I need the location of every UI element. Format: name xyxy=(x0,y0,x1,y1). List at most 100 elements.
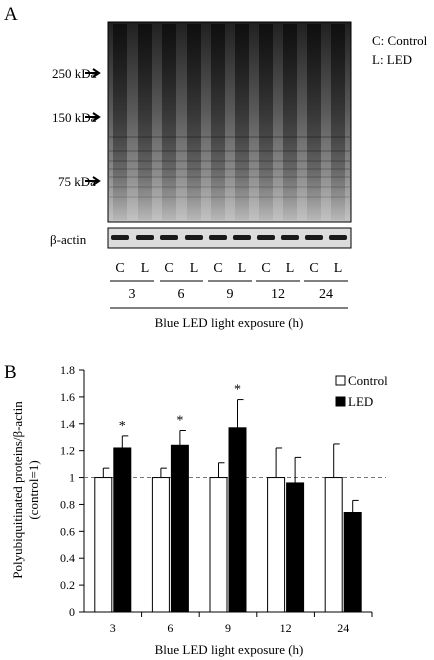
legend-control-label: Control xyxy=(348,373,388,388)
lane-label: L xyxy=(286,261,295,276)
legend-control-text: C: Control xyxy=(372,33,428,48)
actin-band xyxy=(209,235,227,240)
blot-lane-streak xyxy=(138,24,152,220)
actin-membrane xyxy=(107,227,352,249)
bar-led xyxy=(228,427,247,613)
y-tick-label: 0.2 xyxy=(60,578,75,592)
lane-streaks xyxy=(113,24,345,220)
bar-control xyxy=(151,477,170,613)
marker-150-arrow-icon xyxy=(85,112,101,122)
bar-control xyxy=(209,477,228,613)
actin-band xyxy=(281,235,299,240)
y-tick-label: 0.6 xyxy=(60,524,75,538)
legend-led-swatch xyxy=(335,396,346,407)
marker-250-arrow-icon xyxy=(85,68,101,78)
lane-label: C xyxy=(115,261,124,276)
marker-250-label: 250 kDa xyxy=(52,66,97,81)
bar-led xyxy=(286,482,305,613)
bar-control xyxy=(94,477,113,613)
actin-band xyxy=(136,235,154,240)
blot-band xyxy=(109,176,350,178)
legend-a: C: Control L: LED xyxy=(372,33,428,67)
actin-band xyxy=(329,235,347,240)
y-tick-label: 0 xyxy=(69,605,75,619)
lane-label: C xyxy=(164,261,173,276)
bar-control xyxy=(324,477,343,613)
y-tick-label: 0.4 xyxy=(60,551,75,565)
actin-blot: β-actin xyxy=(50,227,352,249)
bar-led xyxy=(113,447,132,613)
actin-band xyxy=(111,235,129,240)
blot-lane-streak xyxy=(331,24,345,220)
significance-marker: * xyxy=(234,383,241,398)
timepoint-label: 9 xyxy=(227,287,234,302)
legend-control-swatch xyxy=(335,375,346,386)
panel-a-xlabel: Blue LED light exposure (h) xyxy=(155,315,304,330)
y-tick-label: 1.4 xyxy=(60,417,75,431)
legend-led-text: L: LED xyxy=(372,52,412,67)
blot-lane-streak xyxy=(235,24,249,220)
marker-75-label: 75 kDa xyxy=(58,174,96,189)
actin-label: β-actin xyxy=(50,232,87,247)
panel-a-label: A xyxy=(4,4,18,25)
significance-marker: * xyxy=(176,414,183,429)
x-axis-label: Blue LED light exposure (h) xyxy=(155,642,304,657)
lane-label: L xyxy=(141,261,150,276)
bar-led xyxy=(343,512,362,613)
blot-lane-streak xyxy=(283,24,297,220)
blot-lane-streak xyxy=(211,24,225,220)
y-tick-label: 1.6 xyxy=(60,390,75,404)
actin-band xyxy=(233,235,251,240)
lane-label: C xyxy=(309,261,318,276)
legend-led-label: LED xyxy=(348,394,373,409)
lane-label: C xyxy=(261,261,270,276)
chart-axes: 0 0.2 0.4 0.6 0.8 1 1.2 1.4 1.6 1.8 3 6 9 12 24 xyxy=(60,363,386,635)
y-tick-label: 0.8 xyxy=(60,497,75,511)
lane-label: C xyxy=(213,261,222,276)
blot-band xyxy=(109,168,350,170)
blot-band xyxy=(109,186,350,188)
timepoint-label: 12 xyxy=(271,287,285,302)
actin-bands xyxy=(111,235,347,240)
x-tick-label: 6 xyxy=(167,621,173,635)
lane-label: L xyxy=(334,261,343,276)
lane-label: L xyxy=(190,261,199,276)
y-axis-label: Polyubiquitinated proteins/β-actin xyxy=(10,401,25,579)
y-tick-label: 1.8 xyxy=(60,363,75,377)
blot-bands xyxy=(109,136,350,198)
actin-band xyxy=(160,235,178,240)
blot-band xyxy=(109,136,350,138)
ylabel-group: Polyubiquitinated proteins/β-actin (cont… xyxy=(10,401,41,579)
timepoint-label: 6 xyxy=(178,287,185,302)
blot-band xyxy=(109,150,350,152)
marker-150-label: 150 kDa xyxy=(52,110,97,125)
blot-lane-streak xyxy=(187,24,201,220)
y-tick-label: 1 xyxy=(69,471,75,485)
actin-band xyxy=(185,235,203,240)
significance-marker: * xyxy=(119,419,126,434)
blot-lane-streak xyxy=(113,24,127,220)
blot-lane-streak xyxy=(259,24,273,220)
x-tick-label: 24 xyxy=(337,621,349,635)
kda-markers: 250 kDa 150 kDa 75 kDa xyxy=(52,66,101,189)
legend-b: Control LED xyxy=(335,373,388,409)
bar-chart: 0 0.2 0.4 0.6 0.8 1 1.2 1.4 1.6 1.8 3 6 9 12 24 * * * xyxy=(60,363,386,635)
x-tick-label: 9 xyxy=(225,621,231,635)
lane-label: L xyxy=(238,261,247,276)
actin-band xyxy=(305,235,323,240)
y-tick-label: 1.2 xyxy=(60,444,75,458)
panel-b-label: B xyxy=(4,362,17,383)
bar-control xyxy=(267,477,286,613)
blot-lane-streak xyxy=(162,24,176,220)
chart-marks: * * * xyxy=(94,383,362,613)
blot-band xyxy=(109,196,350,198)
x-tick-label: 12 xyxy=(280,621,292,635)
y-axis-label-unit: (control=1) xyxy=(26,460,41,519)
lane-labels: C L C L C L C L C L 3 6 9 12 24 Blue LED… xyxy=(110,261,348,330)
marker-75-arrow-icon xyxy=(85,176,101,186)
western-blot xyxy=(107,21,352,223)
x-tick-label: 3 xyxy=(110,621,116,635)
blot-lane-streak xyxy=(307,24,321,220)
timepoint-label: 24 xyxy=(319,287,333,302)
